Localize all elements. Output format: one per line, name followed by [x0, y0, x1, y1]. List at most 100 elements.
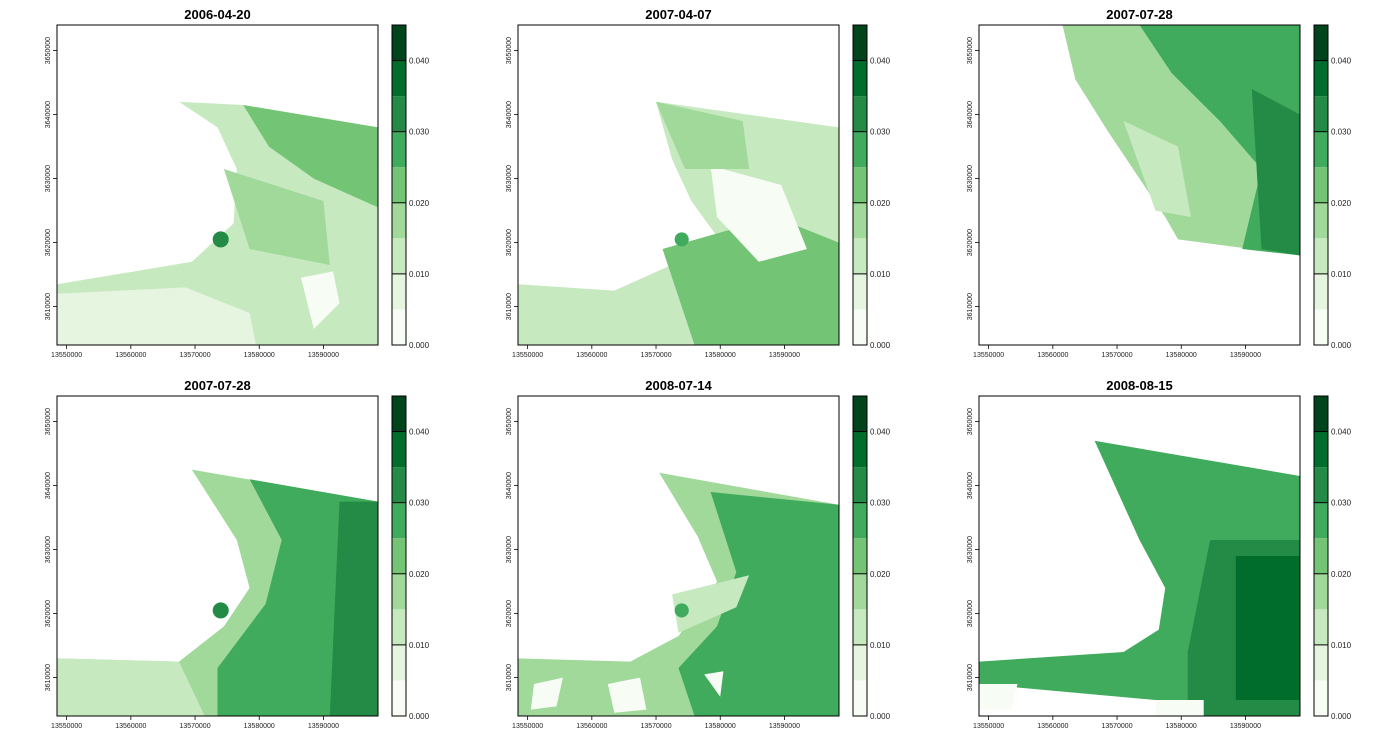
map-raster: [518, 396, 839, 716]
colorbar-bin: [1314, 273, 1328, 310]
colorbar-bin: [392, 60, 406, 97]
colorbar-bin: [853, 25, 867, 61]
colorbar-frame: [852, 395, 868, 717]
colorbar-bin: [1314, 309, 1328, 345]
colorbar-bin: [392, 96, 406, 132]
colorbar-bin: [392, 467, 406, 503]
y-tick-label: 3630000: [506, 165, 513, 192]
colorbar-frame: [1313, 395, 1329, 717]
x-tick-label: 13550000: [512, 723, 543, 730]
colorbar-bin: [1314, 131, 1328, 168]
y-tick-label: 3650000: [967, 408, 974, 435]
x-tick-label: 13560000: [576, 723, 607, 730]
colorbar-bin: [392, 25, 406, 61]
map-region: [979, 684, 1018, 710]
colorbar-bin: [1314, 502, 1328, 539]
y-tick-label: 3610000: [506, 664, 513, 691]
map-region: [212, 231, 229, 248]
map-panel-5: 2008-07-14 13550000 13560000 13570000 135800…: [506, 378, 891, 730]
map-region: [243, 105, 378, 208]
colorbar: 0.000 0.010 0.020 0.030 0.040: [391, 395, 430, 721]
colorbar-label: 0.030: [1331, 128, 1352, 137]
map-region: [57, 287, 256, 345]
y-tick-label: 3640000: [506, 101, 513, 128]
plot-frame: [56, 395, 379, 717]
colorbar-bin: [1314, 238, 1328, 274]
map-region: [607, 677, 647, 713]
colorbar-bin: [853, 467, 867, 503]
colorbar-bin: [392, 538, 406, 574]
colorbar-bin: [1314, 609, 1328, 645]
y-tick-label: 3630000: [506, 536, 513, 563]
colorbar: 0.000 0.010 0.020 0.030 0.040: [852, 395, 891, 721]
colorbar-label: 0.010: [870, 270, 891, 279]
colorbar-bin: [853, 680, 867, 716]
colorbar-bin: [392, 238, 406, 274]
y-tick-label: 3610000: [506, 293, 513, 320]
x-tick-label: 13550000: [51, 723, 82, 730]
colorbar-bin: [853, 609, 867, 645]
colorbar-bin: [392, 644, 406, 681]
colorbar-label: 0.000: [870, 341, 891, 350]
x-tick-label: 13580000: [244, 723, 275, 730]
colorbar-label: 0.040: [409, 57, 430, 66]
plot-frame: [56, 24, 379, 346]
map-region: [1155, 700, 1204, 716]
colorbar-label: 0.010: [409, 641, 430, 650]
y-tick-label: 3640000: [967, 101, 974, 128]
y-tick-label: 3650000: [45, 408, 52, 435]
colorbar-bin: [392, 273, 406, 310]
map-region: [678, 492, 839, 716]
map-region: [1251, 89, 1300, 256]
colorbar-label: 0.030: [1331, 499, 1352, 508]
map-region: [704, 671, 724, 697]
plot-frame: [517, 24, 840, 346]
colorbar-frame: [852, 24, 868, 346]
colorbar-bin: [1314, 202, 1328, 239]
y-tick-label: 3630000: [967, 165, 974, 192]
colorbar: 0.000 0.010 0.020 0.030 0.040: [391, 24, 430, 350]
colorbar-label: 0.040: [870, 57, 891, 66]
colorbar-bin: [1314, 680, 1328, 716]
y-tick-label: 3620000: [967, 229, 974, 256]
colorbar-label: 0.010: [1331, 641, 1352, 650]
colorbar-bin: [1314, 431, 1328, 468]
x-tick-label: 13560000: [1037, 723, 1068, 730]
y-tick-label: 3640000: [45, 101, 52, 128]
y-tick-label: 3630000: [45, 536, 52, 563]
y-tick-label: 3610000: [45, 293, 52, 320]
map-region: [1235, 556, 1300, 700]
colorbar-bin: [853, 573, 867, 610]
colorbar-bin: [392, 573, 406, 610]
map-panel-2: 2007-04-07 13550000 13560000 13570000 135800…: [506, 7, 891, 359]
colorbar-label: 0.010: [1331, 270, 1352, 279]
y-tick-label: 3620000: [506, 600, 513, 627]
colorbar-bin: [853, 502, 867, 539]
panel-title: 2007-07-28: [1106, 7, 1173, 22]
x-tick-label: 13590000: [1230, 723, 1261, 730]
colorbar-label: 0.040: [1331, 57, 1352, 66]
map-panel-6: 2008-08-15 13550000 13560000 13570000 135800…: [967, 378, 1352, 730]
map-raster: [518, 25, 839, 345]
colorbar-label: 0.030: [870, 499, 891, 508]
map-region: [530, 677, 563, 710]
y-tick-label: 3610000: [967, 664, 974, 691]
y-tick-label: 3620000: [967, 600, 974, 627]
panel-title: 2008-07-14: [645, 378, 712, 393]
colorbar-bin: [853, 431, 867, 468]
map-panel-1: 2006-04-20 13550000 13560000 13570000 135800…: [45, 7, 430, 359]
y-tick-label: 3630000: [45, 165, 52, 192]
colorbar-bin: [392, 680, 406, 716]
map-region: [672, 575, 750, 633]
map-region: [674, 232, 689, 247]
map-region: [212, 602, 229, 619]
map-region: [674, 603, 689, 618]
x-tick-label: 13550000: [973, 352, 1004, 359]
colorbar-label: 0.000: [1331, 712, 1352, 721]
colorbar-label: 0.040: [870, 428, 891, 437]
x-tick-label: 13550000: [973, 723, 1004, 730]
x-tick-label: 13560000: [115, 352, 146, 359]
colorbar-frame: [391, 395, 407, 717]
colorbar-bin: [853, 96, 867, 132]
